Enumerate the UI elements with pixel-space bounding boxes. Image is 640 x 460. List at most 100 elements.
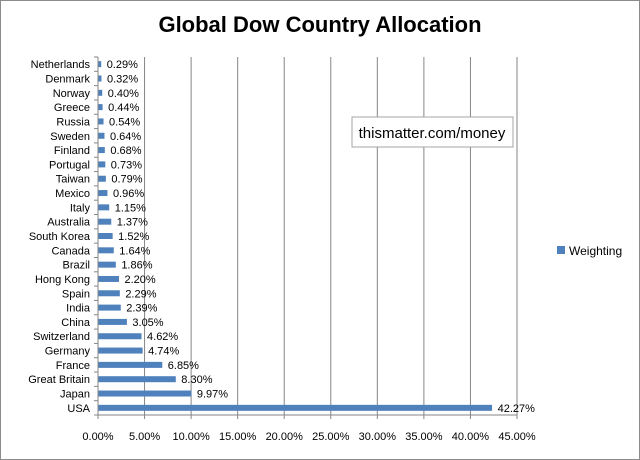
x-tick-label: 15.00% — [219, 431, 257, 443]
legend-swatch — [557, 246, 565, 254]
data-label: 0.64% — [110, 131, 141, 143]
grid-lines — [144, 57, 518, 415]
category-label: Spain — [62, 288, 90, 300]
bar — [98, 132, 105, 139]
data-label: 1.52% — [118, 231, 149, 243]
x-tick-labels: 0.00% 5.00% 10.00% 15.00% 20.00% 25.00% 30.00%… — [82, 431, 535, 443]
data-label: 0.40% — [108, 88, 139, 100]
category-label: Finland — [54, 145, 90, 157]
bar — [98, 147, 105, 154]
bar — [98, 261, 116, 268]
bar — [98, 233, 113, 239]
data-label: 9.97% — [197, 389, 228, 401]
data-label: 0.54% — [109, 116, 140, 128]
bar — [98, 275, 119, 282]
data-label: 2.29% — [125, 288, 156, 300]
x-tick-label: 20.00% — [266, 431, 304, 443]
data-label: 0.32% — [107, 73, 138, 85]
bar — [98, 290, 120, 297]
data-label: 1.86% — [121, 260, 152, 272]
category-label: Australia — [47, 217, 91, 229]
data-label: 1.37% — [117, 217, 148, 229]
bar — [98, 318, 127, 325]
data-label: 2.39% — [126, 303, 157, 315]
category-label: Brazil — [62, 260, 90, 272]
bar — [98, 376, 176, 383]
x-tick-label: 25.00% — [312, 431, 350, 443]
chart-title: Global Dow Country Allocation — [158, 12, 481, 37]
category-label: Mexico — [55, 188, 90, 200]
data-label: 1.15% — [115, 202, 146, 214]
category-label: Sweden — [50, 131, 90, 143]
data-label: 8.30% — [181, 374, 212, 386]
category-label: India — [66, 303, 91, 315]
data-label: 0.96% — [113, 188, 144, 200]
bars — [98, 61, 493, 411]
x-tick-label: 10.00% — [172, 431, 210, 443]
watermark-box — [351, 116, 514, 148]
category-labels: Netherlands Denmark Norway Greece Russia Swed… — [28, 59, 91, 415]
category-label: Switzerland — [33, 331, 90, 343]
category-label: Netherlands — [31, 59, 91, 71]
bar — [98, 61, 102, 68]
bar — [98, 161, 106, 168]
category-label: Denmark — [45, 73, 90, 85]
data-label: 0.73% — [111, 159, 142, 171]
category-label: Greece — [54, 102, 90, 114]
data-labels: 0.29% 0.32% 0.40% 0.44% 0.54% 0.64% 0.68% 0.73%… — [107, 59, 535, 415]
category-label: USA — [67, 403, 90, 415]
category-label: Italy — [70, 202, 91, 214]
x-tick-label: 0.00% — [82, 431, 113, 443]
category-label: Canada — [51, 245, 90, 257]
data-label: 42.27% — [498, 403, 536, 415]
bar — [98, 390, 192, 397]
bar — [98, 304, 121, 311]
bar — [98, 333, 142, 340]
data-label: 0.79% — [111, 174, 142, 186]
bar — [98, 75, 102, 82]
category-label: Portugal — [49, 159, 90, 171]
legend-label: Weighting — [569, 244, 622, 258]
x-tick-label: 40.00% — [452, 431, 490, 443]
data-label: 0.44% — [108, 102, 139, 114]
data-label: 3.05% — [132, 317, 163, 329]
bar — [98, 190, 108, 197]
data-label: 0.68% — [110, 145, 141, 157]
category-label: China — [61, 317, 91, 329]
bar — [98, 104, 103, 111]
category-label: Norway — [53, 88, 91, 100]
data-label: 4.74% — [148, 346, 179, 358]
x-tick-label: 35.00% — [405, 431, 443, 443]
data-label: 0.29% — [107, 59, 138, 71]
bar — [98, 118, 104, 125]
bar — [98, 218, 112, 225]
x-tick-label: 30.00% — [359, 431, 397, 443]
legend: Weighting — [557, 244, 622, 258]
category-label: Russia — [56, 116, 91, 128]
bar — [98, 247, 114, 254]
x-tick-label: 5.00% — [129, 431, 160, 443]
category-label: South Korea — [29, 231, 91, 243]
bar — [98, 175, 106, 182]
watermark: thismatter.com/money — [351, 116, 514, 148]
category-label: Hong Kong — [35, 274, 90, 286]
bar — [98, 404, 493, 411]
bar — [98, 347, 143, 354]
category-label: Germany — [45, 346, 91, 358]
bar — [98, 204, 110, 211]
watermark-text: thismatter.com/money — [359, 125, 506, 142]
data-label: 1.64% — [119, 245, 150, 257]
bar — [98, 89, 103, 96]
category-label: Taiwan — [56, 174, 90, 186]
data-label: 4.62% — [147, 331, 178, 343]
category-label: Japan — [60, 389, 90, 401]
axes — [94, 56, 518, 419]
data-label: 2.20% — [124, 274, 155, 286]
x-tick-label: 45.00% — [498, 431, 536, 443]
bar — [98, 361, 163, 368]
category-label: France — [56, 360, 90, 372]
category-label: Great Britain — [28, 374, 90, 386]
data-label: 6.85% — [168, 360, 199, 372]
